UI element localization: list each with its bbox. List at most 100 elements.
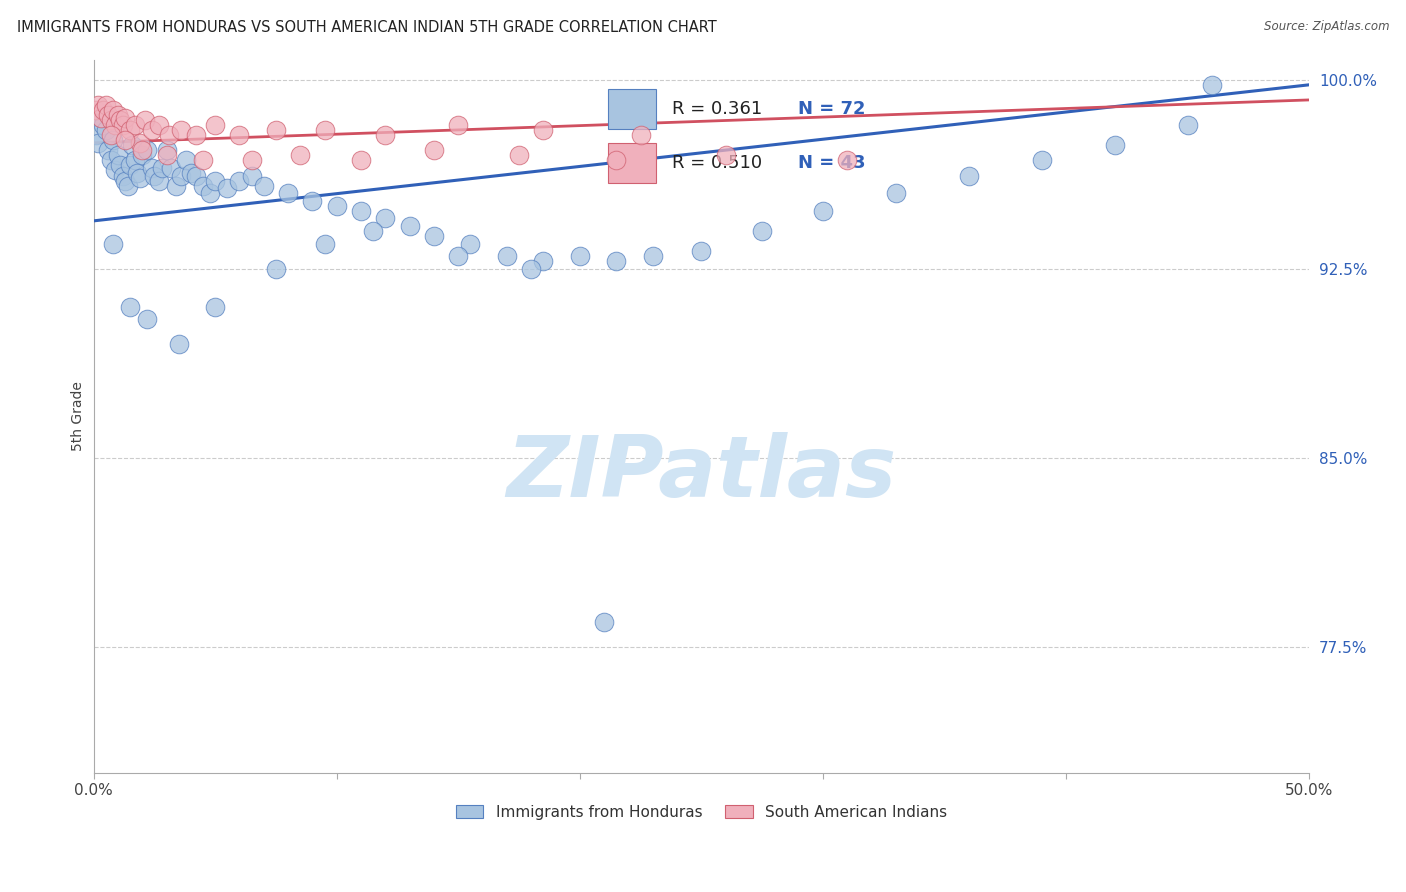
Point (605, 254, 627, 268)
Point (117, 178, 139, 193)
Point (264, 261, 287, 276)
Point (111, 169, 134, 183)
Point (143, 169, 166, 183)
Point (447, 249, 470, 263)
Point (204, 300, 226, 314)
Point (531, 123, 554, 137)
Point (131, 148, 153, 162)
Point (217, 181, 239, 195)
Point (957, 169, 980, 183)
Legend: Immigrants from Honduras, South American Indians: Immigrants from Honduras, South American… (450, 798, 953, 826)
Point (314, 123, 336, 137)
Point (884, 186, 907, 201)
Point (84, 103, 107, 117)
Point (191, 178, 214, 193)
Point (228, 173, 250, 187)
Point (1177, 118, 1199, 132)
Point (141, 123, 163, 137)
Point (361, 224, 384, 238)
Point (191, 153, 214, 168)
Point (90, 111, 112, 125)
Point (127, 166, 149, 180)
Point (204, 118, 226, 132)
Point (128, 136, 150, 150)
Point (114, 133, 136, 147)
Text: IMMIGRANTS FROM HONDURAS VS SOUTH AMERICAN INDIAN 5TH GRADE CORRELATION CHART: IMMIGRANTS FROM HONDURAS VS SOUTH AMERIC… (17, 20, 717, 35)
Point (204, 173, 226, 187)
Point (165, 178, 187, 193)
Point (148, 118, 170, 132)
Point (87, 136, 110, 150)
Text: Source: ZipAtlas.com: Source: ZipAtlas.com (1264, 20, 1389, 33)
Point (325, 199, 347, 213)
Point (160, 161, 183, 175)
Point (460, 236, 482, 251)
Point (136, 312, 159, 326)
Point (157, 128, 180, 143)
Point (531, 254, 554, 268)
Point (118, 123, 141, 137)
Point (277, 186, 299, 201)
Point (155, 148, 177, 162)
Point (568, 249, 591, 263)
Point (110, 158, 132, 172)
Point (94, 123, 117, 137)
Point (641, 249, 664, 263)
Point (107, 108, 129, 122)
Point (811, 203, 834, 218)
Point (155, 144, 177, 158)
Point (690, 244, 713, 259)
Point (174, 153, 197, 168)
Point (264, 123, 287, 137)
Point (118, 300, 141, 314)
Point (1031, 153, 1053, 168)
Point (496, 249, 519, 263)
Point (184, 128, 207, 143)
Point (228, 128, 250, 143)
Point (121, 138, 143, 153)
Point (101, 133, 124, 147)
Point (447, 118, 470, 132)
Point (1104, 138, 1126, 153)
Point (593, 615, 616, 629)
Point (605, 153, 627, 168)
Point (100, 153, 122, 168)
Point (91, 118, 114, 132)
Point (423, 144, 446, 158)
Point (104, 163, 127, 178)
Point (714, 148, 737, 162)
Point (100, 128, 122, 143)
Point (423, 229, 446, 244)
Point (101, 236, 124, 251)
Text: ZIPatlas: ZIPatlas (506, 432, 897, 515)
Point (301, 194, 323, 208)
Point (100, 113, 122, 128)
Point (107, 148, 129, 162)
Point (520, 261, 543, 276)
Point (314, 236, 336, 251)
Point (170, 123, 193, 137)
Point (124, 153, 146, 168)
Point (240, 169, 263, 183)
Point (350, 203, 373, 218)
Point (110, 113, 132, 128)
Point (200, 186, 222, 201)
Point (136, 144, 159, 158)
Point (97, 108, 120, 122)
Point (253, 178, 276, 193)
Point (128, 171, 150, 186)
Point (837, 153, 859, 168)
Point (148, 173, 170, 187)
Point (290, 148, 312, 162)
Point (94, 98, 117, 112)
Point (374, 128, 396, 143)
Point (90, 111, 112, 125)
Point (398, 219, 420, 233)
Point (84, 128, 107, 143)
Point (104, 118, 127, 132)
Point (374, 211, 396, 226)
Point (97, 144, 120, 158)
Point (170, 169, 193, 183)
Point (131, 144, 153, 158)
Point (184, 169, 207, 183)
